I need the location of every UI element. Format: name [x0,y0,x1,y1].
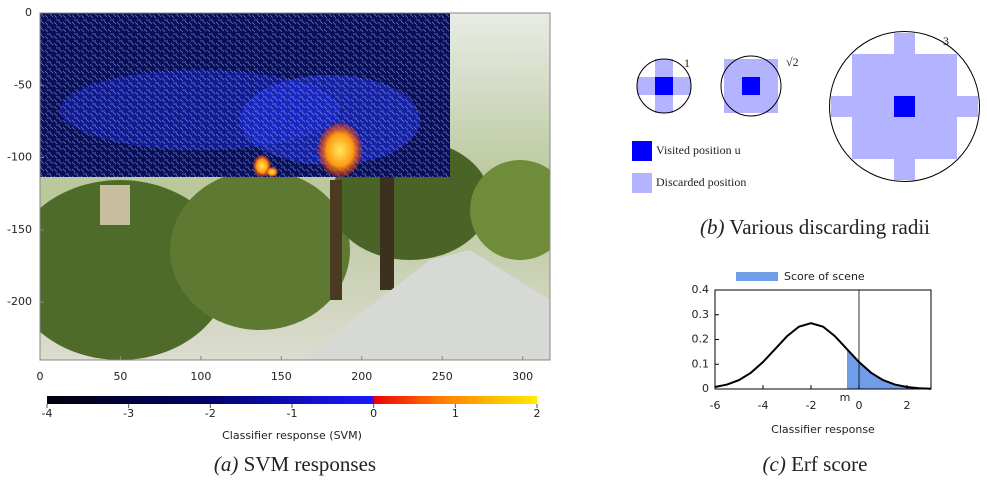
legend-label: Score of scene [784,270,865,283]
y-tick-label: 0 [702,382,709,395]
y-tick-label: 0.1 [692,357,710,370]
colorbar-tick-label: -3 [123,407,134,420]
x-tick-label: 2 [904,399,911,412]
colorbar-tick-label: -2 [205,407,216,420]
colorbar-tick-label: -4 [42,407,53,420]
annotation: m [840,391,851,404]
y-tick-label: -150 [7,223,32,236]
colorbar-tick-label: 1 [452,407,459,420]
x-tick-label: 0 [856,399,863,412]
x-tick-label: 0 [37,370,44,383]
colorbar-label: Classifier response (SVM) [222,429,362,442]
x-tick-label: 100 [190,370,211,383]
colorbar-tick-label: 2 [534,407,541,420]
x-tick-label: 50 [113,370,127,383]
caption-label: (a) [214,452,239,476]
radius-label: 3 [943,34,949,48]
heatmap [40,13,450,177]
colorbar-tick-label: 0 [370,407,377,420]
x-tick-label: -2 [806,399,817,412]
legend-label: Visited position u [656,143,741,157]
plot-frame [39,12,551,361]
legend-label: Discarded position [656,175,746,189]
caption-label: (c) [763,452,786,476]
y-tick-label: 0.4 [692,283,710,296]
colorbar [47,396,537,404]
y-tick-label: 0.2 [692,333,710,346]
caption-text: SVM responses [244,452,376,476]
caption: (a) SVM responses [214,452,376,476]
legend-swatch [736,272,778,281]
caption: (c) Erf score [763,452,868,476]
radius-label: 1 [684,56,690,70]
caption-text: Erf score [791,452,867,476]
caption-label: (b) [700,215,725,239]
score-area [847,349,931,389]
radius-label: √2 [786,55,799,69]
x-tick-label: -4 [758,399,769,412]
curve [714,322,932,390]
y-tick-label: 0.3 [692,308,710,321]
y-tick-label: -50 [14,78,32,91]
x-axis-label: Classifier response [771,423,875,436]
caption-text: Various discarding radii [729,215,930,239]
x-tick-label: 150 [271,370,292,383]
caption: (b) Various discarding radii [700,215,930,239]
x-tick-label: 300 [512,370,533,383]
y-tick-label: -100 [7,151,32,164]
y-tick-label: -200 [7,295,32,308]
radius-diagrams [632,31,980,193]
x-tick-label: 250 [432,370,453,383]
x-tick-label: -6 [710,399,721,412]
colorbar-tick-label: -1 [287,407,298,420]
y-tick-label: 0 [25,6,32,19]
x-tick-label: 200 [351,370,372,383]
